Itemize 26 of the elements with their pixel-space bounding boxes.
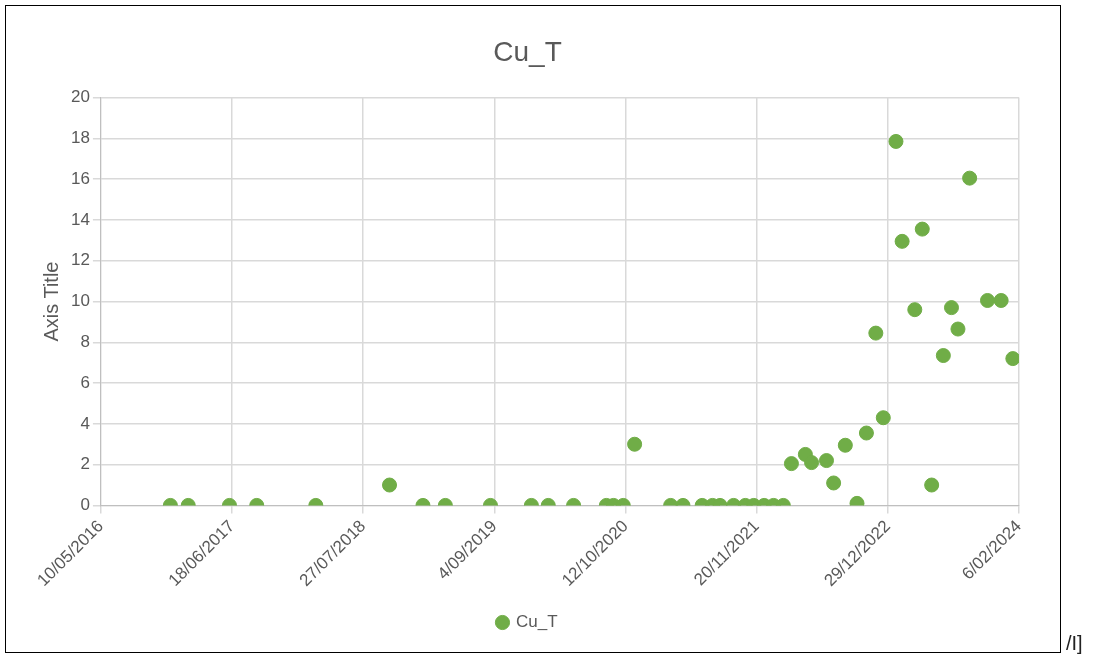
chart-title: Cu_T [493,35,562,67]
point [950,321,966,337]
text: /I] [1066,632,1083,655]
y-tick-label: 10 [70,291,90,311]
point [993,292,1009,308]
point [868,325,884,341]
y-tick-label: 20 [70,87,90,107]
y-axis-title: Axis Title [39,261,62,342]
y-tick-label: 2 [80,454,90,474]
y-tick-label: 16 [70,168,90,188]
point [914,221,930,237]
y-tick-label: 0 [80,495,90,515]
y-tick-label: 18 [70,128,90,148]
point [980,292,996,308]
legend-label: Cu_T [515,612,558,632]
y-tick-label: 14 [70,209,90,229]
point [907,302,923,318]
point [894,233,910,249]
y-tick-label: 4 [80,413,90,433]
point [962,170,978,186]
y-tick-label: 8 [80,331,90,351]
y-tick-label: 6 [80,372,90,392]
y-tick-label: 12 [70,250,90,270]
point [943,300,959,316]
point [935,348,951,364]
point [1005,351,1019,367]
